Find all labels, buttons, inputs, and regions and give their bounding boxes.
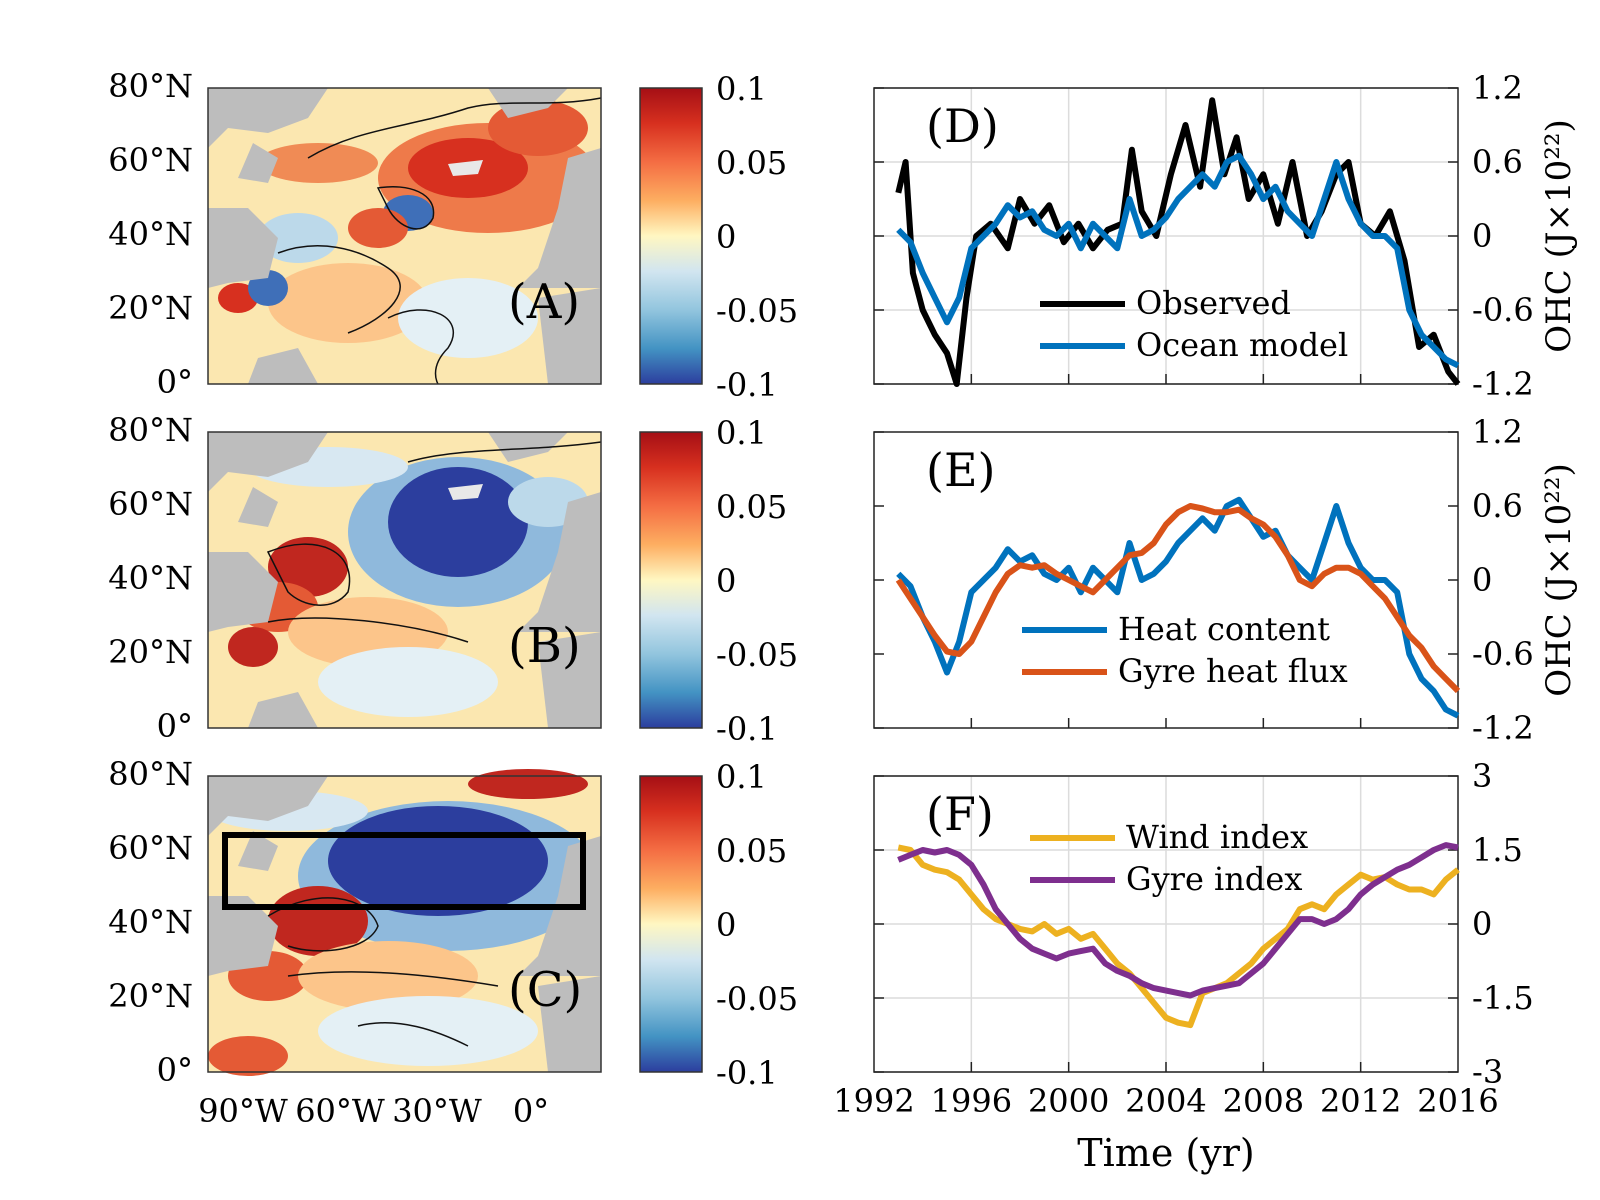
region-box [222, 832, 586, 910]
y-tick-label: 0.6 [1472, 143, 1523, 181]
lat-tick: 40°N [108, 559, 193, 597]
colorbar-tick: 0 [716, 906, 736, 944]
lat-tick: 0° [157, 1051, 193, 1089]
colorbar-tick: 0.05 [716, 144, 787, 182]
lat-tick: 80°N [108, 67, 193, 105]
x-tick-label: 2016 [1417, 1082, 1498, 1120]
colorbar-tick: -0.05 [716, 980, 798, 1018]
y-tick-label: -1.2 [1472, 709, 1534, 747]
colorbar-tick: 0 [716, 562, 736, 600]
colorbar-tick: 0.05 [716, 832, 787, 870]
map-figure: (A) (B) [108, 67, 798, 1130]
legend-label: Wind index [1126, 818, 1308, 856]
y-tick-label: -3 [1472, 1053, 1503, 1091]
y-tick-label: 1.2 [1472, 413, 1523, 451]
panel-label: (D) [926, 99, 999, 153]
lat-tick: 80°N [108, 411, 193, 449]
series-line-wind-index [897, 844, 1460, 1029]
lat-tick: 20°N [108, 289, 193, 327]
colorbar-tick: 0.1 [716, 414, 767, 452]
map-a-label: (A) [508, 274, 580, 330]
colorbar-a: 0.1 0.05 0 -0.05 -0.1 [639, 70, 798, 404]
panel-label: (E) [926, 443, 995, 497]
colorbar-tick: -0.05 [716, 636, 798, 674]
x-axis-label: Time (yr) [1077, 1131, 1254, 1175]
lon-tick: 90°W [198, 1092, 288, 1130]
lat-tick: 20°N [108, 977, 193, 1015]
lat-tick: 60°N [108, 829, 193, 867]
colorbar-tick: -0.05 [716, 292, 798, 330]
map-b-label: (B) [508, 618, 581, 674]
colorbar-tick: -0.1 [716, 366, 778, 404]
map-panel-c: (C) [207, 769, 602, 1076]
colorbar-tick: 0.05 [716, 488, 787, 526]
colorbar-tick: -0.1 [716, 710, 778, 748]
x-tick-label: 2004 [1125, 1082, 1206, 1120]
legend-label: Heat content [1118, 610, 1330, 648]
x-tick-label: 1996 [931, 1082, 1012, 1120]
x-tick-label: 1992 [833, 1082, 914, 1120]
lat-tick: 0° [157, 363, 193, 401]
lat-tick: 20°N [108, 633, 193, 671]
legend-label: Observed [1136, 284, 1291, 322]
y-tick-label: 1.5 [1472, 831, 1523, 869]
lon-tick: 60°W [295, 1092, 385, 1130]
lat-ticks-c: 80°N 60°N 40°N 20°N 0° [108, 755, 193, 1089]
colorbar-tick: -0.1 [716, 1054, 778, 1092]
lat-tick: 60°N [108, 485, 193, 523]
y-tick-label: -1.2 [1472, 365, 1534, 403]
lat-ticks-a: 80°N 60°N 40°N 20°N 0° [108, 67, 193, 401]
lat-tick: 40°N [108, 215, 193, 253]
lat-tick: 40°N [108, 903, 193, 941]
x-tick-label: 2008 [1223, 1082, 1304, 1120]
x-tick-label: 2012 [1320, 1082, 1401, 1120]
y-tick-label: -1.5 [1472, 979, 1534, 1017]
y-tick-label: 0.6 [1472, 487, 1523, 525]
y-tick-label: 0 [1472, 217, 1492, 255]
series-line-heat-content [896, 496, 1460, 719]
y-tick-label: 3 [1472, 757, 1492, 795]
legend-label: Gyre heat flux [1118, 652, 1348, 690]
y-tick-label: -0.6 [1472, 635, 1534, 673]
chart-panel-3: 3 1.5 0 -1.5 -3 1992 1996 2000 2004 2008 2012 2016 T… [833, 757, 1533, 1175]
colorbar-tick: 0.1 [716, 70, 767, 108]
map-panel-b: (B) [207, 431, 602, 729]
x-tick-label: 2000 [1028, 1082, 1109, 1120]
y-tick-label: 0 [1472, 905, 1492, 943]
colorbar-tick: 0.1 [716, 758, 767, 796]
lon-tick: 30°W [392, 1092, 482, 1130]
map-panel-a: (A) [207, 87, 602, 385]
y-tick-label: -0.6 [1472, 291, 1534, 329]
y-tick-label: 0 [1472, 561, 1492, 599]
series-line-gyre-heat-flux [895, 503, 1461, 694]
lat-tick: 80°N [108, 755, 193, 793]
lat-ticks-b: 80°N 60°N 40°N 20°N 0° [108, 411, 193, 745]
series-line-gyre-index [897, 842, 1459, 999]
colorbar-c: 0.1 0.05 0 -0.05 -0.1 [639, 758, 798, 1092]
lon-tick: 0° [513, 1092, 549, 1130]
lon-ticks: 90°W 60°W 30°W 0° [198, 1092, 549, 1130]
colorbar-tick: 0 [716, 218, 736, 256]
legend-label: Gyre index [1126, 860, 1302, 898]
y-axis-label: OHC (J×10²²) [1539, 463, 1579, 697]
colorbar-b: 0.1 0.05 0 -0.05 -0.1 [639, 414, 798, 748]
y-tick-label: 1.2 [1472, 69, 1523, 107]
map-c-label: (C) [508, 962, 582, 1018]
lat-tick: 60°N [108, 141, 193, 179]
legend-label: Ocean model [1136, 326, 1348, 364]
y-axis-label: OHC (J×10²²) [1539, 119, 1579, 353]
panel-label: (F) [926, 787, 994, 841]
lat-tick: 0° [157, 707, 193, 745]
series-line-ocean-model [896, 152, 1460, 369]
